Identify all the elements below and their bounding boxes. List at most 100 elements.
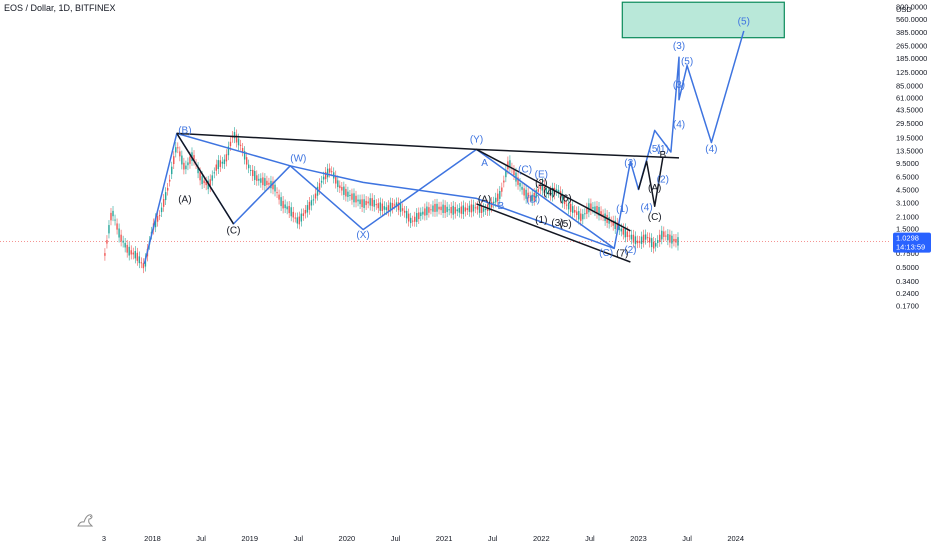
candle-body (215, 164, 217, 171)
candle-body (288, 205, 290, 214)
candle-body (519, 182, 521, 187)
candle-body (497, 193, 499, 202)
candle-body (551, 187, 554, 197)
wave-label: (Y) (470, 135, 483, 146)
candle-body (624, 228, 627, 238)
candle-body (211, 175, 213, 181)
candle-body (173, 156, 175, 165)
candle-body (628, 235, 631, 237)
candle-body (361, 199, 363, 208)
wave-label: (A) (478, 195, 491, 206)
candle-body (136, 252, 139, 261)
candle-body (213, 172, 215, 174)
candle-body (612, 220, 614, 226)
candle-body (474, 207, 477, 209)
candle-body (337, 180, 339, 188)
time-tick-label: 2024 (727, 534, 744, 543)
wave-line-2[interactable] (176, 133, 235, 225)
candle-body (418, 212, 420, 220)
candle-body (464, 207, 467, 212)
candle-body (345, 188, 347, 197)
candle-body (326, 168, 329, 178)
candle-body (266, 180, 268, 185)
candle-body (320, 180, 323, 183)
candle-body (600, 211, 602, 216)
candle-body (395, 202, 398, 207)
time-tick-label: Jul (294, 534, 304, 543)
price-tick-label: 125.0000 (896, 68, 927, 77)
wave-labels-group: (5)(3)(5)(3)(4)(4)(5)(1)(3)(2)(4)(1)(2)B… (178, 16, 750, 259)
wave-label: (5) (681, 56, 693, 67)
candle-body (442, 204, 444, 213)
candle-body (233, 132, 236, 139)
wave-label: B (497, 201, 504, 212)
candle-body (296, 217, 298, 224)
wave-label: (3) (673, 41, 685, 52)
candle-body (438, 206, 440, 210)
price-tick-label: 2.1000 (896, 212, 919, 221)
wave-label: (5) (738, 16, 750, 27)
time-tick-label: 2022 (533, 534, 550, 543)
wave-line-4[interactable] (476, 148, 631, 232)
candle-body (353, 193, 355, 203)
candle-body (169, 179, 171, 182)
price-tick-label: 6.5000 (896, 173, 919, 182)
candle-body (367, 201, 369, 204)
candle-body (181, 155, 183, 165)
candle-body (523, 188, 525, 196)
candle-body (300, 213, 303, 222)
wave-label: (4) (705, 144, 717, 155)
wave-label: (4) (673, 120, 685, 131)
candle-body (130, 250, 132, 255)
candle-body (294, 217, 296, 219)
candle-body (422, 211, 424, 215)
candle-body (517, 177, 519, 185)
candle-body (324, 171, 327, 180)
wave-label: (4) (640, 202, 652, 213)
candle-body (432, 205, 434, 212)
wave-line-5[interactable] (476, 203, 631, 263)
wave-line-1[interactable] (176, 132, 615, 250)
candle-body (175, 147, 177, 153)
wave-label: (2) (535, 178, 547, 189)
candle-body (166, 187, 169, 191)
candle-body (638, 240, 641, 243)
candle-body (434, 203, 436, 212)
candle-body (414, 216, 416, 222)
candle-body (460, 206, 463, 214)
candle-body (258, 178, 260, 181)
wave-lines-group (143, 30, 745, 264)
candle-body (221, 161, 224, 164)
candle-body (351, 193, 353, 200)
target-zone-group (621, 1, 785, 39)
time-tick-label: 2018 (144, 534, 161, 543)
candle-body (636, 240, 639, 244)
candle-body (371, 198, 373, 207)
wave-label: (C) (227, 225, 241, 236)
candle-body (513, 170, 515, 176)
candle-body (154, 218, 157, 228)
price-tick-label: 265.0000 (896, 41, 927, 50)
price-tick-label: 800.0000 (896, 2, 927, 11)
wave-line-6[interactable] (637, 157, 664, 208)
wave-label: (1) (616, 204, 628, 215)
time-tick-label: Jul (391, 534, 401, 543)
time-axis[interactable]: 3 2018 Jul 2019 Jul 2020 Jul 2021 Jul 2022 Jul 2023… (102, 534, 744, 543)
candle-body (580, 213, 582, 221)
candle-body (185, 165, 187, 170)
candle-body (205, 181, 207, 186)
currency-label: USD (896, 5, 912, 14)
wave-line-0[interactable] (143, 30, 745, 264)
price-tick-label: 0.2400 (896, 289, 919, 298)
target-zone-box[interactable] (621, 1, 785, 39)
candle-body (164, 192, 167, 201)
candle-body (171, 166, 173, 175)
wave-label: (B) (178, 125, 191, 136)
candle-body (292, 211, 294, 218)
candle-body (341, 187, 343, 191)
price-tick-label: 385.0000 (896, 28, 927, 37)
candle-body (578, 211, 580, 220)
